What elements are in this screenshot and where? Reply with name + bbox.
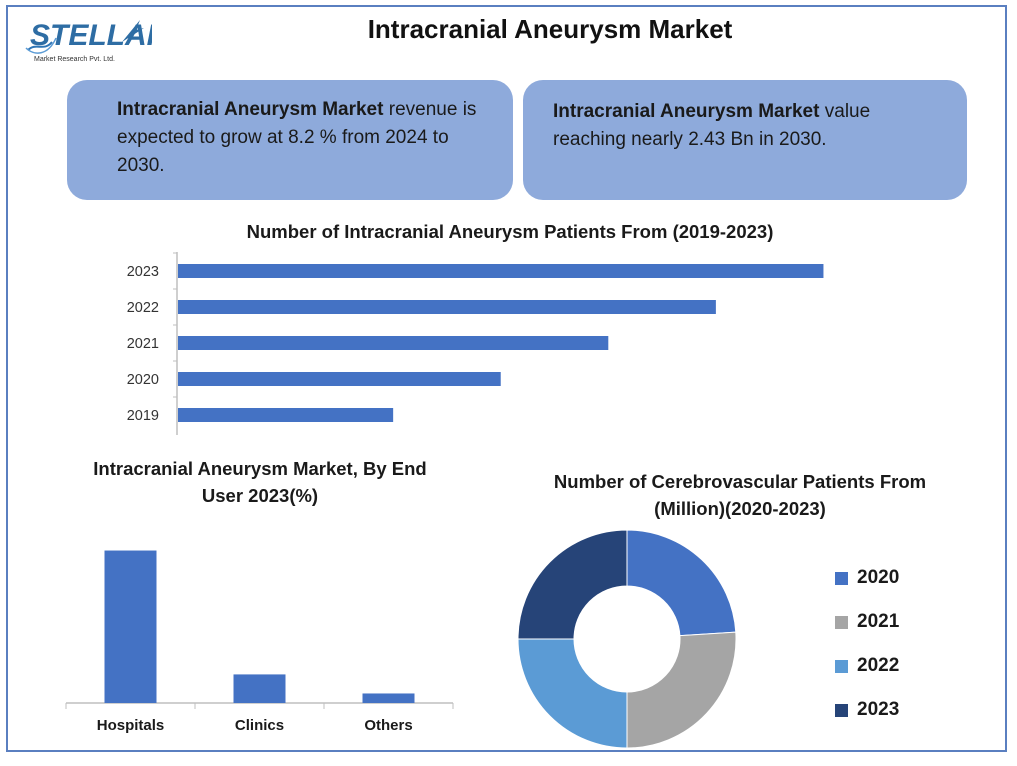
bar-2023 [178, 264, 824, 278]
donut-legend: 2020 2021 2022 2023 [835, 556, 899, 732]
info-right-bold: Intracranial Aneurysm Market [553, 101, 820, 122]
logo-tagline: Market Research Pvt. Ltd. [34, 56, 115, 63]
end-user-bar-chart: Hospitals Clinics Others [65, 550, 454, 734]
category-label-others: Others [364, 717, 412, 734]
legend-swatch [835, 571, 848, 585]
slice-2021 [626, 631, 737, 749]
category-label-clinics: Clinics [235, 717, 284, 734]
legend-item-2023: 2023 [835, 688, 899, 732]
market-value-box: Intracranial Aneurysm Market value reach… [523, 80, 967, 200]
legend-item-2022: 2022 [835, 644, 899, 688]
tick-label-2020: 2020 [127, 372, 159, 388]
bar-2020 [178, 372, 501, 386]
bar-others [362, 693, 415, 703]
info-left-text: revenue is expected to grow at 8.2 % fro… [117, 99, 477, 176]
legend-swatch [835, 703, 848, 717]
revenue-growth-box: Intracranial Aneurysm Market revenue is … [67, 80, 513, 200]
info-right-text: value reaching nearly 2.43 Bn in 2030. [553, 101, 871, 150]
slice-2020 [626, 529, 737, 637]
bar-hospitals [104, 550, 157, 703]
end-user-chart-title: Intracranial Aneurysm Market, By End Use… [93, 458, 427, 506]
page-frame [6, 5, 1007, 752]
legend-swatch [835, 615, 848, 629]
legend-item-2020: 2020 [835, 556, 899, 600]
legend-label: 2021 [857, 611, 900, 632]
legend-label: 2023 [857, 699, 900, 720]
category-label-hospitals: Hospitals [97, 717, 165, 734]
bar-clinics [233, 674, 286, 703]
slice-2023 [517, 529, 628, 640]
cerebrovascular-donut-chart [517, 529, 737, 749]
tick-label-2021: 2021 [127, 336, 159, 352]
tick-label-2019: 2019 [127, 408, 159, 424]
legend-label: 2020 [857, 567, 900, 588]
cerebrovascular-chart-title: Number of Cerebrovascular Patients From … [553, 471, 927, 519]
tick-label-2023: 2023 [127, 264, 159, 280]
legend-swatch [835, 659, 848, 673]
legend-item-2021: 2021 [835, 600, 899, 644]
bar-2021 [178, 336, 609, 350]
logo-name: STELLAR [30, 19, 152, 52]
page-title: Intracranial Aneurysm Market [367, 14, 733, 44]
tick-label-2022: 2022 [127, 300, 159, 316]
slice-2022 [517, 638, 628, 749]
legend-label: 2022 [857, 655, 900, 676]
info-left-bold: Intracranial Aneurysm Market [117, 99, 384, 120]
bar-2022 [178, 300, 716, 314]
bar-2019 [178, 408, 394, 422]
patients-bar-chart: 2023 2022 2021 2020 2019 [127, 252, 824, 435]
patients-chart-title: Number of Intracranial Aneurysm Patients… [246, 221, 774, 242]
stellar-logo: STELLAR Market Research Pvt. Ltd. [25, 19, 152, 63]
